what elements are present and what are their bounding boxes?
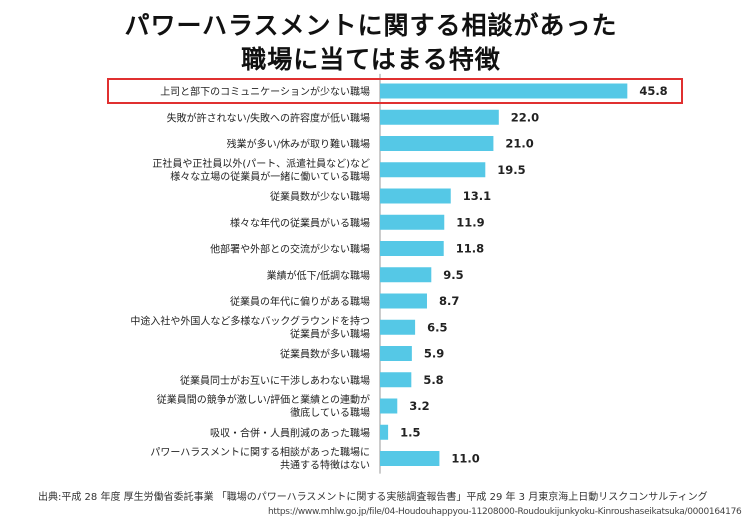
category-label-13: 吸収・合併・人員削減のあった職場	[210, 426, 370, 439]
category-label-12-line-1: 徹底している職場	[290, 406, 370, 419]
category-label-8: 従業員の年代に偏りがある職場	[230, 295, 370, 308]
value-label-10: 5.9	[424, 347, 444, 361]
category-label-6: 他部署や外部との交流が少ない職場	[210, 243, 370, 256]
value-label-5: 11.9	[456, 215, 484, 229]
category-label-2: 残業が多い/休みが取り難い職場	[227, 138, 370, 151]
value-label-6: 11.8	[456, 242, 484, 256]
value-label-11: 5.8	[423, 373, 443, 387]
category-label-9-line-0: 中途入社や外国人など多様なバックグラウンドを持つ	[130, 314, 370, 327]
bar-3	[380, 162, 486, 178]
value-label-14: 11.0	[451, 452, 479, 466]
category-label-1: 失敗が許されない/失敗への許容度が低い職場	[167, 111, 370, 124]
category-label-3-line-1: 様々な立場の従業員が一緒に働いている職場	[170, 170, 370, 183]
source-url: https://www.mhlw.go.jp/file/04-Houdouhap…	[268, 507, 742, 517]
bar-8	[380, 293, 427, 309]
bar-11	[380, 372, 412, 388]
category-label-0: 上司と部下のコミュニケーションが少ない職場	[160, 85, 370, 98]
bar-2	[380, 136, 494, 151]
value-label-8: 8.7	[439, 294, 459, 308]
category-label-9-line-1: 従業員が多い職場	[290, 327, 370, 340]
bar-7	[380, 267, 432, 283]
bar-1	[380, 109, 499, 125]
category-label-10: 従業員数が多い職場	[280, 348, 370, 361]
bar-5	[380, 214, 445, 230]
value-label-1: 22.0	[511, 110, 539, 124]
value-label-4: 13.1	[463, 189, 491, 203]
bar-6	[380, 241, 444, 256]
value-label-12: 3.2	[409, 399, 429, 413]
bar-13	[380, 424, 389, 440]
value-label-9: 6.5	[427, 320, 447, 334]
category-label-14-line-0: パワーハラスメントに関する相談があった職場に	[150, 446, 370, 459]
category-label-14-line-1: 共通する特徴はない	[280, 459, 370, 472]
bar-10	[380, 346, 412, 361]
chart-title-line-2: 職場に当てはまる特徴	[241, 45, 501, 74]
value-label-7: 9.5	[443, 268, 463, 282]
category-label-5: 様々な年代の従業員がいる職場	[230, 216, 370, 229]
category-label-3-line-0: 正社員や正社員以外(パート、派遣社員など)など	[152, 157, 370, 170]
category-label-12-line-0: 従業員間の競争が激しい/評価と業績との連動が	[157, 393, 370, 406]
category-label-11: 従業員同士がお互いに干渉しあわない職場	[180, 374, 370, 387]
bar-4	[380, 188, 451, 204]
value-label-0: 45.8	[639, 84, 667, 98]
bar-14	[380, 451, 440, 466]
value-label-2: 21.0	[505, 137, 533, 151]
chart-title-line-1: パワーハラスメントに関する相談があった	[124, 11, 618, 40]
source-citation: 出典:平成 28 年度 厚生労働省委託事業 「職場のパワーハラスメントに関する実…	[38, 492, 708, 503]
value-label-13: 1.5	[400, 425, 420, 439]
bar-12	[380, 398, 398, 414]
bar-9	[380, 319, 416, 335]
highlight-box	[107, 78, 683, 104]
bar-0	[380, 83, 628, 99]
value-label-3: 19.5	[497, 163, 525, 177]
category-label-4: 従業員数が少ない職場	[270, 190, 370, 203]
category-label-7: 業績が低下/低調な職場	[267, 269, 370, 282]
